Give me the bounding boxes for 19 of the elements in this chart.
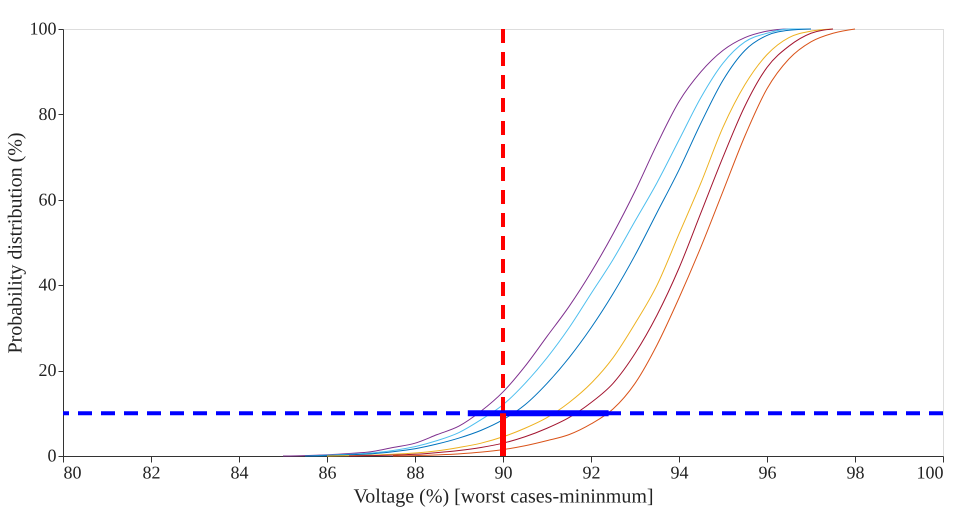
x-tick-label: 84: [230, 462, 248, 482]
x-tick-label: 80: [64, 462, 82, 482]
y-tick-label: 20: [38, 360, 56, 380]
x-tick-label: 98: [846, 462, 864, 482]
x-tick-label: 100: [916, 462, 944, 482]
y-tick-label: 0: [48, 446, 56, 466]
y-tick-label: 80: [38, 104, 56, 124]
x-tick-label: 90: [494, 462, 512, 482]
y-tick-label: 100: [30, 18, 56, 38]
x-tick-label: 82: [142, 462, 160, 482]
x-tick-label: 92: [582, 462, 600, 482]
x-tick-label: 86: [318, 462, 336, 482]
x-tick-label: 88: [406, 462, 424, 482]
x-axis-title: Voltage (%) [worst cases-mininmum]: [353, 486, 654, 508]
y-tick-label: 60: [38, 189, 56, 210]
x-tick-label: 94: [670, 462, 688, 482]
x-tick-label: 96: [758, 462, 776, 482]
y-axis-title: Probability distribution (%): [4, 132, 26, 354]
y-tick-label: 40: [38, 274, 56, 295]
